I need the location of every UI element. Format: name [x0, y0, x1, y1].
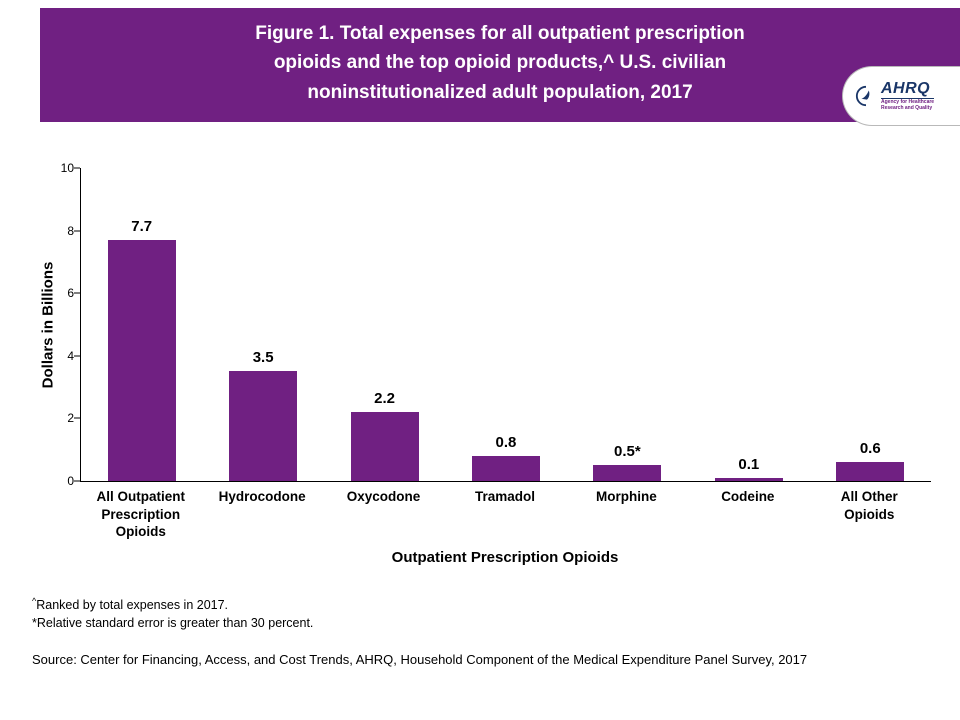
y-tick-mark	[74, 167, 80, 169]
bars-row: 7.7 3.5 2.2 0.8 0.5* 0.1 0.6	[81, 168, 931, 481]
bar-group: 7.7	[81, 168, 202, 481]
y-tick-mark	[74, 230, 80, 232]
bar-value-label: 0.1	[738, 455, 760, 473]
y-tick-mark	[74, 417, 80, 419]
bar-group: 0.8	[445, 168, 566, 481]
x-axis-label: All Outpatient Prescription Opioids	[96, 489, 185, 540]
bar-group: 0.6	[810, 168, 931, 481]
figure-title-line: Figure 1. Total expenses for all outpati…	[255, 23, 745, 44]
footnote-rse: *Relative standard error is greater than…	[32, 616, 314, 631]
x-axis-title: Outpatient Prescription Opioids	[391, 549, 619, 566]
y-tick-label: 0	[67, 474, 74, 488]
bar	[350, 412, 419, 481]
y-tick-mark	[74, 355, 80, 357]
x-axis-label: Tramadol	[474, 489, 535, 504]
footnotes: ^Ranked by total expenses in 2017. *Rela…	[32, 595, 807, 670]
ahrq-logo-tagline: Agency for Healthcare	[881, 99, 935, 105]
bar	[471, 455, 540, 481]
figure-header-banner: Figure 1. Total expenses for all outpati…	[40, 8, 960, 122]
ahrq-logo-text: AHRQ Agency for Healthcare Research and …	[881, 81, 935, 111]
footnote-ranked: ^Ranked by total expenses in 2017.	[32, 595, 807, 614]
bar-group: 3.5	[202, 168, 323, 481]
y-tick-label: 2	[67, 411, 74, 426]
x-axis-labels: All Outpatient Prescription Opioids Hydroco…	[80, 488, 930, 541]
x-axis-label: All Other Opioids	[840, 489, 898, 522]
footnote-text: Ranked by total expenses in 2017.	[36, 598, 229, 613]
y-tick-label: 8	[67, 223, 74, 238]
x-axis-label: Oxycodone	[346, 489, 421, 504]
bar-value-label: 0.6	[859, 440, 881, 458]
bar	[714, 477, 783, 481]
bar	[593, 465, 662, 481]
ahrq-logo: AHRQ Agency for Healthcare Research and …	[842, 66, 960, 126]
y-tick-label: 4	[67, 348, 74, 363]
y-axis-tick-labels: 0 2 4 6 8 10	[0, 161, 74, 488]
bar-group: 0.5*	[567, 168, 688, 481]
ahrq-logo-tagline: Research and Quality	[881, 105, 933, 111]
bar-value-label: 0.5*	[614, 443, 641, 461]
figure-title-line: opioids and the top opioid products,^ U.…	[273, 52, 727, 74]
bar-group: 2.2	[324, 168, 445, 481]
bar	[229, 371, 298, 481]
footnote-marker: ^	[32, 596, 37, 606]
plot-area: 7.7 3.5 2.2 0.8 0.5* 0.1 0.6	[74, 167, 931, 482]
x-axis-label: Codeine	[721, 489, 775, 504]
bar	[107, 240, 176, 481]
bar	[836, 462, 905, 481]
hhs-eagle-icon	[855, 85, 877, 107]
y-tick-label: 6	[67, 286, 74, 301]
bar-value-label: 2.2	[374, 390, 395, 408]
source-line: Source: Center for Financing, Access, an…	[32, 652, 808, 668]
bar-value-label: 3.5	[252, 349, 274, 367]
figure-title-line: noninstitutionalized adult population, 2…	[307, 81, 693, 103]
bar-value-label: 7.7	[131, 218, 153, 235]
x-axis-label: Hydrocodone	[218, 489, 306, 504]
bar-group: 0.1	[688, 168, 809, 481]
figure-title: Figure 1. Total expenses for all outpati…	[40, 8, 960, 107]
y-tick-mark	[74, 292, 80, 294]
x-axis-label: Morphine	[596, 489, 657, 504]
bar-value-label: 0.8	[495, 433, 517, 451]
y-tick-mark	[74, 480, 80, 482]
y-tick-label: 10	[60, 161, 74, 175]
ahrq-logo-wordmark: AHRQ	[881, 81, 935, 99]
